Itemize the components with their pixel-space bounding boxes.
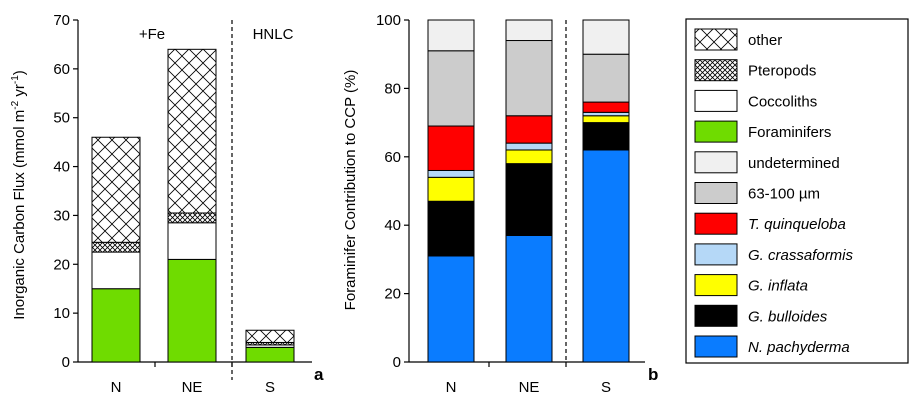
legend-swatch-undetermined bbox=[694, 151, 738, 174]
panel-a-group-label-hnlc: HNLC bbox=[253, 26, 294, 43]
legend-swatch-g-crassaformis bbox=[694, 243, 738, 266]
panel-a-x-tick-label: S bbox=[265, 379, 275, 396]
panel-b-bar-n-g-inflata bbox=[427, 176, 475, 202]
legend-swatch-other bbox=[694, 28, 738, 51]
legend-swatch-g-inflata bbox=[694, 274, 738, 297]
panel-b-bars bbox=[427, 19, 630, 363]
panel-b-bar-s-63-100-m bbox=[582, 53, 630, 103]
legend-label-undetermined: undetermined bbox=[748, 155, 840, 172]
panel-a-y-tick-label: 10 bbox=[53, 305, 70, 322]
panel-b-y-axis-label: Foraminifer Contribution to CCP (%) bbox=[342, 70, 359, 311]
legend-label-g-crassaformis: G. crassaformis bbox=[748, 247, 854, 264]
legend-swatch-t-quinqueloba bbox=[694, 212, 738, 235]
panel-a-bar-ne-other bbox=[167, 48, 217, 214]
panel-b-y-tick-label: 40 bbox=[384, 217, 401, 234]
panel-b-bar-ne-undetermined bbox=[505, 19, 553, 42]
panel-b-chart: 0 20 40 60 80 100 Foraminifer Contribution to… bbox=[342, 12, 658, 396]
legend-label-coccoliths: Coccoliths bbox=[748, 93, 817, 110]
panel-b-bar-n-undetermined bbox=[427, 19, 475, 52]
legend-swatch-n-pachyderma bbox=[694, 335, 738, 358]
panel-a-y-tick-label: 40 bbox=[53, 159, 70, 176]
panel-b-y-tick-label: 60 bbox=[384, 149, 401, 166]
panel-b-bar-s-g-crassaformis bbox=[582, 111, 630, 117]
panel-a-group-label-fe: +Fe bbox=[139, 26, 165, 43]
panel-b-bar-n-n-pachyderma bbox=[427, 255, 475, 363]
panel-b-label: b bbox=[648, 365, 658, 384]
panel-a-bar-ne-coccoliths bbox=[167, 222, 217, 260]
panel-a-label: a bbox=[314, 365, 324, 384]
panel-b-bar-s-n-pachyderma bbox=[582, 149, 630, 363]
panel-a-bar-n-pteropods bbox=[91, 241, 141, 253]
panel-b-bar-s-g-bulloides bbox=[582, 122, 630, 151]
legend-swatch-g-bulloides bbox=[694, 304, 738, 327]
panel-a-bar-ne-pteropods bbox=[167, 212, 217, 224]
panel-a-bar-n-coccoliths bbox=[91, 251, 141, 290]
panel-b-x-tick-label: NE bbox=[519, 379, 540, 396]
panel-a-bar-s-other bbox=[245, 329, 295, 343]
panel-a-y-tick-label: 20 bbox=[53, 256, 70, 273]
legend-swatch-foraminifers bbox=[694, 120, 738, 143]
legend-swatch-63-100-m bbox=[694, 182, 738, 204]
panel-b-bar-s-g-inflata bbox=[582, 115, 630, 124]
panel-b-x-tick-label: N bbox=[446, 379, 457, 396]
legend-label-foraminifers: Foraminifers bbox=[748, 124, 831, 141]
panel-b-bar-n-g-bulloides bbox=[427, 200, 475, 257]
legend-label-t-quinqueloba: T. quinqueloba bbox=[748, 216, 846, 233]
panel-b-bar-ne-t-quinqueloba bbox=[505, 115, 553, 144]
legend-label-pteropods: Pteropods bbox=[748, 63, 816, 80]
panel-b-y-tick-label: 80 bbox=[384, 80, 401, 97]
panel-b-bar-ne-g-crassaformis bbox=[505, 142, 553, 151]
panel-a-x-tick-label: N bbox=[111, 379, 122, 396]
panel-b-bar-ne-g-bulloides bbox=[505, 163, 553, 236]
legend-label-n-pachyderma: N. pachyderma bbox=[748, 339, 850, 356]
panel-b-y-tick-label: 100 bbox=[376, 12, 401, 29]
panel-b-bar-ne-63-100-m bbox=[505, 40, 553, 117]
panel-a-y-tick-label: 70 bbox=[53, 12, 70, 29]
legend-label-other: other bbox=[748, 32, 782, 49]
panel-b-x-tick-labels: N NE S bbox=[446, 379, 611, 396]
panel-b-bar-n-g-crassaformis bbox=[427, 169, 475, 178]
legend-label-63-100-m: 63-100 µm bbox=[748, 186, 820, 203]
panel-a-bar-n-foraminifers bbox=[91, 288, 141, 363]
panel-a-bar-n-other bbox=[91, 136, 141, 243]
panel-a-y-axis-label: Inorganic Carbon Flux (mmol m-2 yr-1) bbox=[10, 70, 28, 320]
panel-a-bars bbox=[91, 48, 295, 363]
panel-a-x-tick-labels: N NE S bbox=[111, 379, 275, 396]
panel-a-bar-ne-foraminifers bbox=[167, 258, 217, 363]
panel-b-bar-s-undetermined bbox=[582, 19, 630, 55]
panel-a-y-tick-label: 30 bbox=[53, 207, 70, 224]
panel-b-y-tick-label: 20 bbox=[384, 286, 401, 303]
legend-swatch-pteropods bbox=[694, 59, 738, 82]
legend: other Pteropods Coccoliths Foraminifers unde… bbox=[685, 18, 909, 364]
panel-b-bar-ne-n-pachyderma bbox=[505, 234, 553, 363]
panel-a-y-axis: 0 10 20 30 40 50 60 70 bbox=[53, 12, 312, 371]
panel-b-y-tick-label: 0 bbox=[393, 354, 401, 371]
panel-b-bar-ne-g-inflata bbox=[505, 149, 553, 165]
panel-a-y-tick-label: 60 bbox=[53, 61, 70, 78]
panel-b-bar-n-63-100-m bbox=[427, 50, 475, 127]
panel-a-y-tick-label: 0 bbox=[62, 354, 70, 371]
panel-b-bar-s-t-quinqueloba bbox=[582, 101, 630, 113]
panel-a-chart: 0 10 20 30 40 50 60 70 Inorganic Carbon Flux (m… bbox=[10, 12, 324, 396]
panel-a-bar-s-foraminifers bbox=[245, 346, 295, 363]
panel-b-bar-n-t-quinqueloba bbox=[427, 125, 475, 171]
panel-b-x-tick-label: S bbox=[601, 379, 611, 396]
legend-label-g-inflata: G. inflata bbox=[748, 278, 808, 295]
panel-a-x-tick-label: NE bbox=[182, 379, 203, 396]
legend-label-g-bulloides: G. bulloides bbox=[748, 308, 828, 325]
panel-a-y-tick-label: 50 bbox=[53, 110, 70, 127]
legend-swatch-coccoliths bbox=[694, 89, 738, 112]
